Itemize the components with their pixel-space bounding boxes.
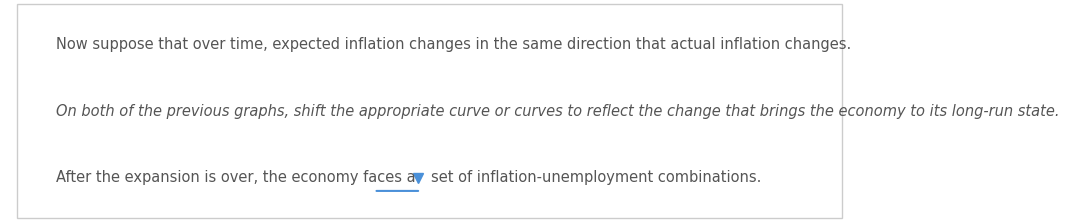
Text: After the expansion is over, the economy faces a: After the expansion is over, the economy… bbox=[56, 170, 416, 185]
Text: On both of the previous graphs, shift the appropriate curve or curves to reflect: On both of the previous graphs, shift th… bbox=[56, 103, 1059, 119]
Text: Now suppose that over time, expected inflation changes in the same direction tha: Now suppose that over time, expected inf… bbox=[56, 37, 851, 52]
Text: set of inflation-unemployment combinations.: set of inflation-unemployment combinatio… bbox=[431, 170, 761, 185]
FancyBboxPatch shape bbox=[17, 4, 842, 218]
